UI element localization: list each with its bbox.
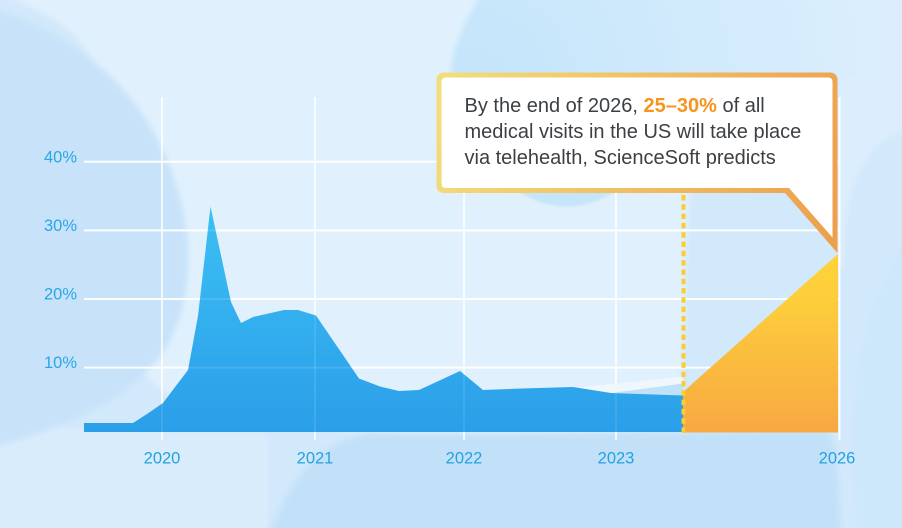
svg-text:2026: 2026 bbox=[819, 450, 856, 468]
svg-text:2020: 2020 bbox=[144, 450, 181, 468]
svg-text:10%: 10% bbox=[44, 354, 77, 372]
svg-text:2022: 2022 bbox=[446, 450, 483, 468]
svg-text:20%: 20% bbox=[44, 286, 77, 304]
svg-text:2021: 2021 bbox=[297, 450, 334, 468]
svg-text:40%: 40% bbox=[44, 148, 77, 166]
svg-text:30%: 30% bbox=[44, 217, 77, 235]
svg-text:2023: 2023 bbox=[598, 450, 635, 468]
